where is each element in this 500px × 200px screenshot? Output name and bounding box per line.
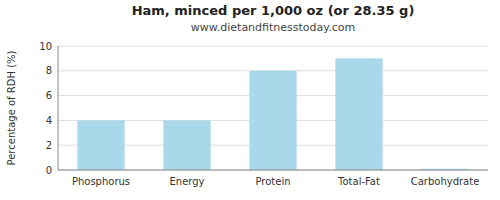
x-tick-label: Energy [169,176,204,187]
bar [77,120,124,170]
bar [163,120,210,170]
bar [335,58,382,170]
chart: Ham, minced per 1,000 oz (or 28.35 g) www… [0,0,500,200]
grid-line [58,170,488,171]
x-axis: Phosphorus Energy Protein Total-Fat Carbohyd… [58,46,488,187]
chart-container: Ham, minced per 1,000 oz (or 28.35 g) www… [0,0,500,200]
y-tick-label: 0 [46,165,52,176]
bars [77,58,468,170]
y-tick-label: 4 [46,115,52,126]
x-tick-label: Carbohydrate [411,176,480,187]
y-axis-label: Percentage of RDH (%) [6,50,17,165]
y-tick-label: 10 [39,41,52,52]
grid [58,46,488,170]
subtitle: www.dietandfitnesstoday.com [191,21,355,34]
x-tick-label: Protein [255,176,290,187]
title: Ham, minced per 1,000 oz (or 28.35 g) [132,3,415,18]
x-axis-line [58,170,488,171]
y-tick-label: 8 [46,65,52,76]
y-axis: 0 2 4 6 8 10 [39,41,52,176]
x-tick-label: Phosphorus [72,176,130,187]
y-tick-label: 2 [46,140,52,151]
y-axis-line [58,46,59,170]
bar [249,71,296,170]
grid-line [58,46,488,47]
x-tick-label: Total-Fat [337,176,380,187]
y-tick-label: 6 [46,90,52,101]
